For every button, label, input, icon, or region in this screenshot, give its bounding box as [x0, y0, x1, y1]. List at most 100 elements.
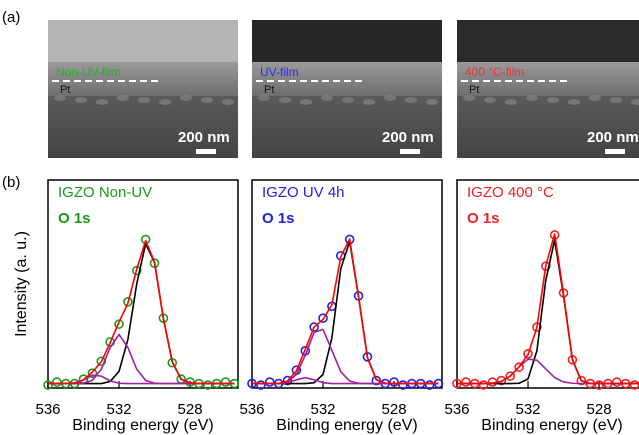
- x-tick-label: 532: [516, 401, 541, 418]
- sem-image: UV-film Pt 200 nm: [252, 20, 442, 158]
- sem-film: [457, 62, 639, 96]
- data-point: [123, 297, 133, 307]
- xps-panel: 536 532 528 IGZO 400 °C O 1s Binding energy (…: [444, 179, 639, 434]
- x-tick-label: 532: [107, 401, 132, 418]
- sem-substrate: [457, 96, 639, 158]
- sem-grain: [279, 97, 291, 103]
- scale-bar: [196, 149, 216, 154]
- data-point: [52, 377, 62, 387]
- x-tick-label: 528: [382, 401, 407, 418]
- peak-label: O 1s: [262, 210, 295, 227]
- fit-curve: [457, 233, 639, 385]
- plot-frame: [47, 179, 239, 389]
- panel-label: (a): [2, 9, 20, 26]
- data-point: [220, 377, 231, 387]
- x-tick-label: 536: [35, 401, 60, 418]
- sem-grain: [342, 97, 354, 103]
- scale-bar-label: 200 nm: [382, 129, 434, 146]
- plot-frame: [251, 179, 443, 389]
- layer-label: Pt: [60, 84, 70, 96]
- fit-curve: [48, 239, 235, 385]
- scale-bar-label: 200 nm: [178, 129, 230, 146]
- data-point: [478, 380, 489, 390]
- sem-grain: [463, 95, 475, 101]
- data-point: [256, 380, 266, 390]
- data-point: [612, 377, 622, 387]
- film-label: Non-UV-film: [56, 65, 121, 79]
- sem-grain: [568, 99, 580, 105]
- x-axis-label: Binding energy (eV): [276, 417, 417, 434]
- sem-grain: [547, 97, 559, 103]
- data-point: [43, 380, 53, 390]
- film-label: UV-film: [260, 65, 299, 79]
- sem-grain: [180, 95, 192, 101]
- sem-grain: [610, 97, 622, 103]
- fit-curve: [252, 238, 439, 385]
- data-point: [309, 322, 319, 332]
- layer-label: Pt: [469, 84, 479, 96]
- data-point: [496, 375, 507, 386]
- peak-label: O 1s: [58, 210, 91, 227]
- sem-grain: [426, 99, 438, 105]
- sem-grain: [384, 95, 396, 101]
- scale-bar-label: 200 nm: [587, 129, 639, 146]
- data-point: [203, 380, 213, 390]
- sem-substrate: [252, 96, 442, 158]
- sem-film: [252, 62, 442, 96]
- x-axis-label: Binding energy (eV): [481, 417, 622, 434]
- film-label: 400 °C-film: [465, 65, 524, 79]
- data-point: [523, 349, 533, 359]
- sem-grain: [117, 95, 129, 101]
- sem-image: Non-UV-film Pt 200 nm: [48, 20, 238, 158]
- layer-label: Pt: [264, 84, 274, 96]
- sem-grain: [75, 97, 87, 103]
- xps-panel: 536 532 528 IGZO UV 4h O 1s Binding energy (e…: [239, 179, 444, 434]
- x-tick-label: 536: [239, 401, 264, 418]
- chart-title: IGZO Non-UV: [58, 184, 152, 201]
- sem-top: [48, 20, 238, 62]
- sem-grain: [222, 99, 234, 105]
- data-point: [114, 319, 124, 329]
- sem-grain: [505, 99, 517, 105]
- y-axis-label: Intensity (a. u.): [13, 231, 30, 337]
- data-point: [264, 377, 275, 387]
- data-point: [505, 371, 516, 381]
- sem-grain: [589, 95, 601, 101]
- sem-grain: [138, 97, 150, 103]
- panel-label: (b): [2, 174, 20, 191]
- chart-title: IGZO UV 4h: [262, 184, 345, 201]
- sem-grain: [363, 99, 375, 105]
- sem-grain: [631, 99, 639, 105]
- data-point: [514, 362, 524, 373]
- sem-grain: [321, 95, 333, 101]
- sem-grain: [54, 95, 66, 101]
- data-point: [461, 377, 471, 387]
- peak-label: O 1s: [467, 210, 500, 227]
- sem-top: [252, 20, 442, 62]
- sem-substrate: [48, 96, 238, 158]
- x-tick-label: 528: [587, 401, 612, 418]
- data-point: [576, 375, 587, 386]
- sem-grain: [300, 99, 312, 105]
- chart-title: IGZO 400 °C: [467, 184, 554, 201]
- data-point: [389, 377, 399, 387]
- xps-panel: 536 532 528 IGZO Non-UV O 1s Binding energy (…: [13, 179, 240, 434]
- data-point: [87, 368, 98, 378]
- plot-frame: [456, 179, 639, 389]
- x-axis-label: Binding energy (eV): [72, 417, 213, 434]
- sem-top: [457, 20, 639, 62]
- sem-grain: [201, 97, 213, 103]
- x-tick-label: 536: [444, 401, 469, 418]
- data-point: [398, 380, 408, 390]
- sem-grain: [526, 95, 538, 101]
- data-point: [318, 313, 328, 323]
- sem-grain: [405, 97, 417, 103]
- sem-image: 400 °C-film Pt 200 nm: [457, 20, 639, 158]
- data-point: [424, 380, 435, 390]
- scale-bar: [400, 149, 420, 154]
- scale-bar: [605, 149, 625, 154]
- data-point: [594, 380, 604, 390]
- sem-grain: [96, 99, 108, 105]
